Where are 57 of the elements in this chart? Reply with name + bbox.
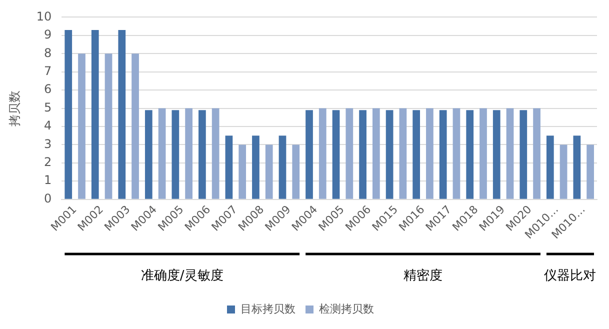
bar bbox=[306, 110, 313, 199]
bar bbox=[466, 110, 474, 199]
bar bbox=[492, 110, 500, 199]
bar bbox=[265, 144, 273, 199]
bar bbox=[546, 136, 554, 199]
bar bbox=[212, 108, 220, 199]
bar bbox=[399, 108, 407, 199]
bar bbox=[560, 144, 568, 199]
bar bbox=[372, 108, 380, 199]
bar bbox=[185, 108, 192, 199]
y-tick-label: 5 bbox=[44, 100, 52, 114]
bar bbox=[225, 136, 233, 199]
bar bbox=[573, 136, 581, 199]
text: 精密度 bbox=[404, 267, 443, 284]
bar bbox=[480, 108, 487, 199]
bar bbox=[439, 110, 447, 199]
bar bbox=[292, 144, 300, 199]
y-tick-label: 3 bbox=[44, 136, 52, 151]
bar bbox=[586, 144, 594, 199]
y-tick-label: 10 bbox=[36, 9, 52, 24]
bar bbox=[332, 110, 340, 199]
bar bbox=[452, 108, 460, 199]
y-tick-label: 6 bbox=[44, 82, 52, 96]
y-tick-label: 8 bbox=[44, 46, 52, 60]
bar bbox=[238, 144, 246, 199]
bar bbox=[158, 108, 166, 199]
legend-label: 检测拷贝数 bbox=[319, 302, 374, 316]
y-tick-label: 9 bbox=[44, 28, 52, 42]
bar bbox=[426, 108, 434, 199]
text: 仪器比对 bbox=[544, 268, 596, 284]
y-tick-label: 1 bbox=[44, 173, 52, 188]
bar bbox=[91, 30, 99, 199]
bar bbox=[520, 110, 528, 199]
bar bbox=[104, 54, 112, 199]
y-tick-label: 7 bbox=[44, 64, 52, 78]
bar bbox=[172, 110, 180, 199]
bar bbox=[359, 110, 366, 199]
text: 准确度/灵敏度 bbox=[140, 267, 224, 284]
bar bbox=[118, 30, 126, 199]
bar bbox=[412, 110, 420, 199]
bar bbox=[64, 30, 72, 199]
bar bbox=[144, 110, 152, 199]
bar bbox=[132, 54, 139, 199]
bar bbox=[386, 110, 394, 199]
y-tick-label: 4 bbox=[44, 118, 52, 133]
bar bbox=[278, 136, 286, 199]
bar bbox=[252, 136, 260, 199]
bar bbox=[533, 108, 540, 199]
bar bbox=[346, 108, 354, 199]
bar bbox=[78, 54, 86, 199]
y-tick-label: 2 bbox=[44, 155, 52, 170]
legend-label: 目标拷贝数 bbox=[240, 302, 296, 316]
bar bbox=[506, 108, 514, 199]
bar bbox=[198, 110, 206, 199]
y-axis-title: 拷贝数 bbox=[7, 90, 22, 126]
y-tick-label: 0 bbox=[44, 191, 52, 206]
bar bbox=[318, 108, 326, 199]
